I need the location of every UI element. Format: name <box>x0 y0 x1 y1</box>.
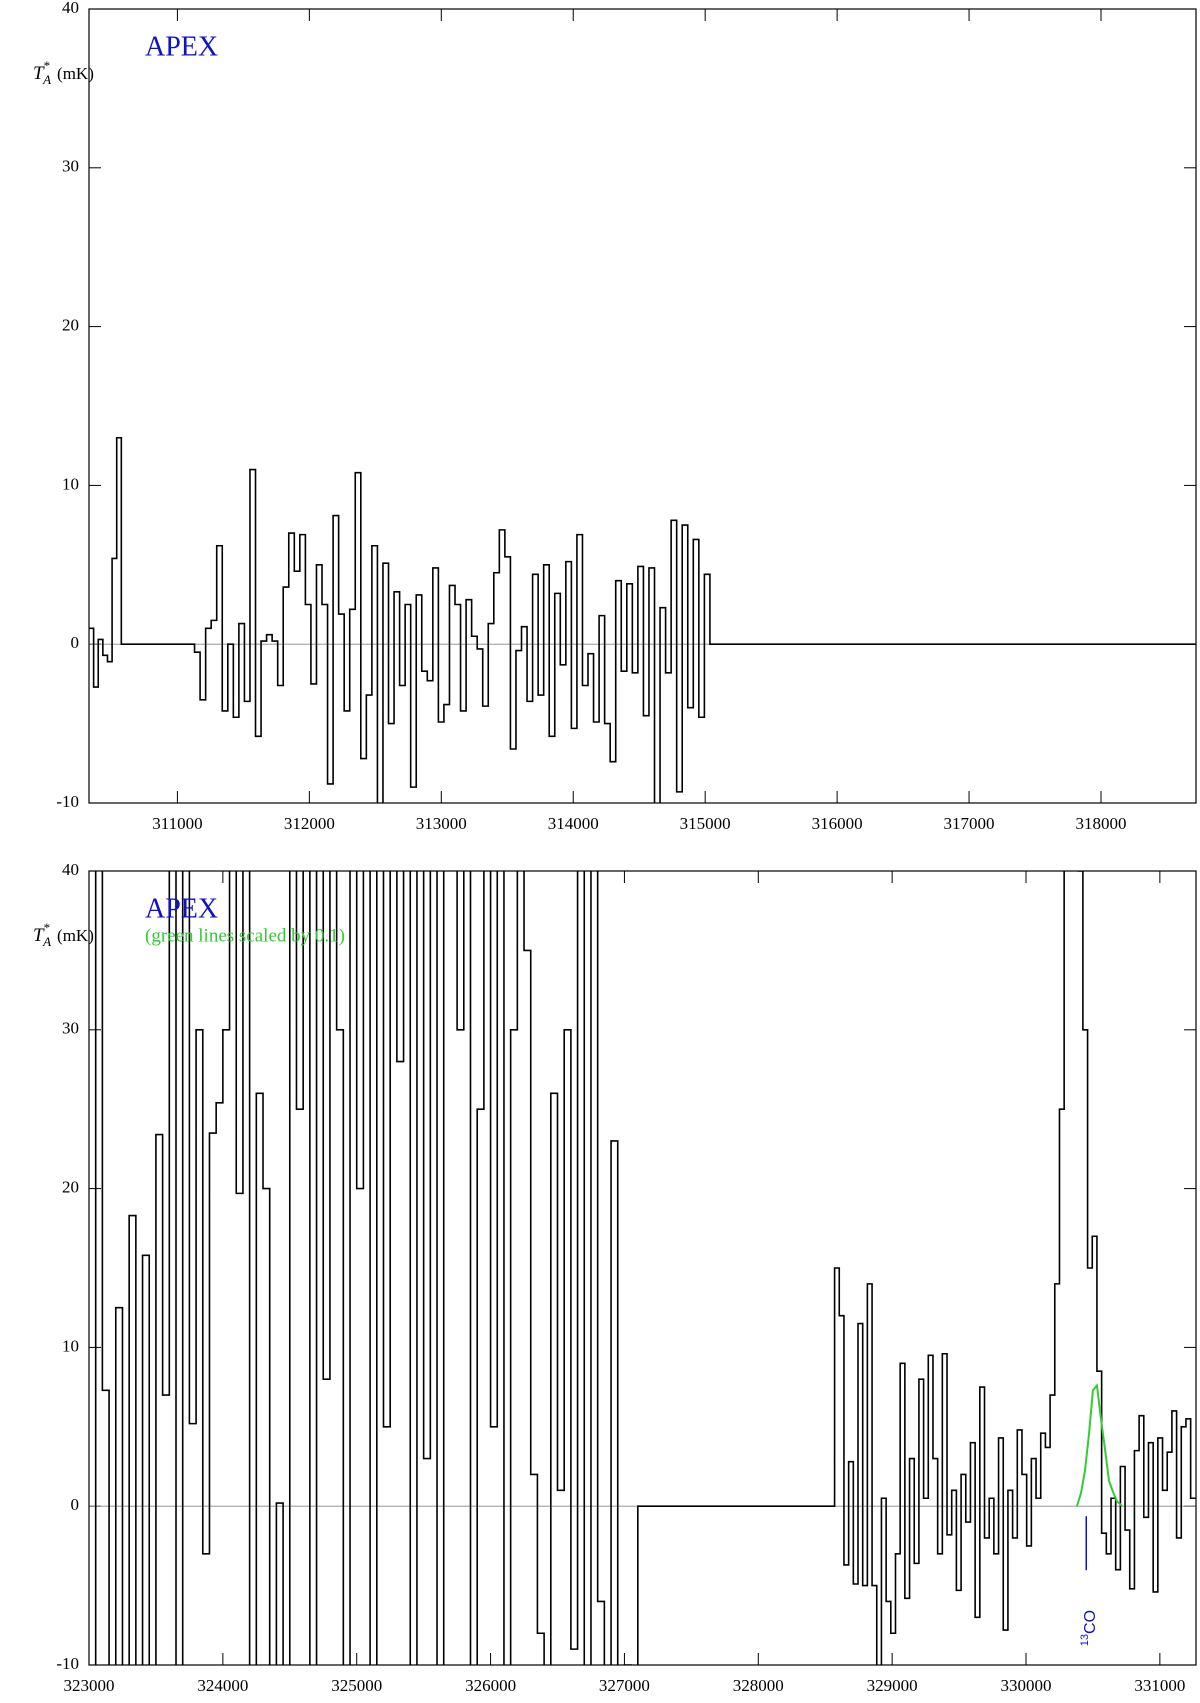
x-tick-label: 313000 <box>416 814 467 833</box>
x-tick-label: 316000 <box>812 814 863 833</box>
y-axis-label: T* A (mK) <box>33 920 94 949</box>
plot-area <box>94 871 1196 1665</box>
annotation: APEX <box>145 31 218 62</box>
y-tick-label: 0 <box>71 633 80 652</box>
x-tick-label: 327000 <box>599 1676 650 1695</box>
line-label: 13CO <box>1079 1610 1099 1646</box>
spectrum-line <box>94 871 1196 1665</box>
x-tick-label: 324000 <box>197 1676 248 1695</box>
x-tick-label: 314000 <box>548 814 599 833</box>
panel: -10 0 10 20 30 40 311000 312000 313000 314000 3150… <box>33 0 1197 833</box>
x-tick-label: 317000 <box>944 814 995 833</box>
y-tick-label: 30 <box>62 1019 79 1038</box>
y-tick-label: 10 <box>62 1336 79 1355</box>
spectrum-line <box>89 436 1196 803</box>
line-label-name: CO <box>1082 1610 1099 1634</box>
x-tick-label: 311000 <box>152 814 202 833</box>
annotation: (green lines scaled by 0.1) <box>145 925 345 946</box>
y-axis-label: T* A (mK) <box>33 58 94 87</box>
annotation: APEX <box>145 893 218 924</box>
plot-frame <box>88 870 1197 1666</box>
x-tick-label: 329000 <box>867 1676 918 1695</box>
x-tick-label: 312000 <box>284 814 335 833</box>
x-tick-label: 331000 <box>1134 1676 1185 1695</box>
y-tick-label: 20 <box>62 316 79 335</box>
x-tick-label: 325000 <box>331 1676 382 1695</box>
y-tick-label: 10 <box>62 474 79 493</box>
y-tick-label: 40 <box>62 0 79 17</box>
y-tick-label: 30 <box>62 157 79 176</box>
x-tick-label: 323000 <box>64 1676 115 1695</box>
line-label-prefix: 13 <box>1079 1634 1091 1646</box>
y-tick-label: 40 <box>62 860 79 879</box>
x-tick-label: 328000 <box>733 1676 784 1695</box>
spectrum-line <box>1075 1383 1124 1507</box>
x-tick-label: 318000 <box>1076 814 1127 833</box>
plot-frame <box>88 8 1197 804</box>
x-tick-label: 315000 <box>680 814 731 833</box>
x-tick-label: 326000 <box>465 1676 516 1695</box>
y-tick-label: 0 <box>71 1495 80 1514</box>
y-tick-label: -10 <box>56 1654 79 1673</box>
plot-area <box>89 436 1196 803</box>
panel: -10 0 10 20 30 40 323000 324000 325000 326000 3270… <box>33 860 1197 1695</box>
y-tick-label: -10 <box>56 792 79 811</box>
x-tick-label: 330000 <box>1001 1676 1052 1695</box>
y-tick-label: 20 <box>62 1178 79 1197</box>
